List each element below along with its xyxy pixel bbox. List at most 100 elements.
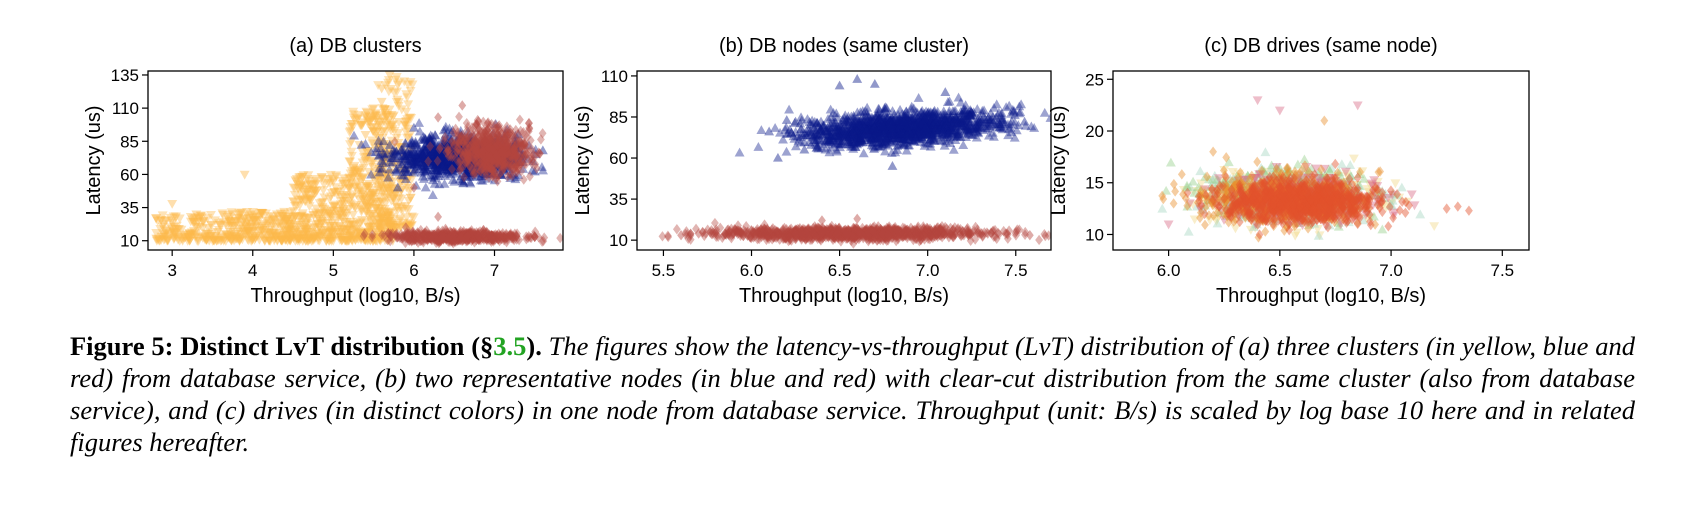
data-point bbox=[523, 153, 533, 163]
data-point bbox=[487, 166, 497, 176]
data-point bbox=[436, 148, 447, 157]
data-point bbox=[319, 211, 330, 221]
data-point bbox=[460, 148, 471, 158]
data-point bbox=[396, 204, 407, 214]
data-point bbox=[374, 150, 385, 159]
data-point bbox=[362, 197, 372, 207]
data-point bbox=[471, 152, 482, 162]
data-point bbox=[433, 149, 444, 158]
data-point bbox=[453, 147, 464, 157]
data-point bbox=[458, 177, 469, 187]
data-point bbox=[510, 156, 521, 166]
data-point bbox=[259, 229, 270, 239]
data-point bbox=[463, 144, 474, 154]
data-point bbox=[375, 219, 386, 229]
data-point bbox=[424, 132, 435, 142]
data-point bbox=[372, 182, 383, 191]
data-point bbox=[443, 157, 454, 167]
data-point bbox=[350, 183, 361, 193]
data-point bbox=[446, 149, 457, 159]
data-point bbox=[336, 228, 347, 238]
data-point bbox=[424, 136, 435, 145]
data-point bbox=[380, 170, 390, 180]
data-point bbox=[227, 210, 238, 220]
data-point bbox=[489, 137, 500, 147]
data-point bbox=[424, 152, 435, 162]
data-point bbox=[278, 215, 289, 225]
data-point bbox=[1078, 105, 1088, 114]
data-point bbox=[303, 214, 314, 224]
data-point bbox=[438, 150, 449, 160]
data-point bbox=[376, 219, 387, 228]
data-point bbox=[376, 138, 387, 147]
data-point bbox=[409, 158, 420, 167]
data-point bbox=[302, 227, 313, 237]
data-point bbox=[318, 219, 329, 229]
data-point bbox=[414, 164, 424, 173]
data-point bbox=[441, 164, 452, 173]
data-point bbox=[153, 234, 164, 244]
data-point bbox=[249, 211, 260, 221]
data-point bbox=[481, 146, 492, 156]
y-axis-label: Latency (us) bbox=[83, 105, 105, 215]
data-point bbox=[230, 230, 241, 239]
data-point bbox=[213, 219, 224, 229]
data-point bbox=[382, 193, 393, 203]
data-point bbox=[442, 166, 453, 176]
data-point bbox=[157, 211, 168, 221]
data-point bbox=[333, 187, 344, 197]
data-point bbox=[208, 236, 219, 246]
data-point bbox=[342, 225, 352, 235]
data-point bbox=[189, 218, 200, 228]
data-point bbox=[297, 211, 308, 221]
data-point bbox=[366, 221, 377, 231]
data-point bbox=[418, 158, 429, 167]
data-point bbox=[451, 144, 461, 154]
data-point bbox=[477, 150, 487, 159]
data-point bbox=[211, 236, 222, 246]
data-point bbox=[366, 115, 377, 125]
data-point bbox=[313, 229, 324, 239]
data-point bbox=[178, 230, 189, 240]
data-point bbox=[311, 210, 322, 220]
data-point bbox=[209, 236, 220, 246]
data-point bbox=[347, 235, 358, 245]
data-point bbox=[497, 138, 507, 147]
data-point bbox=[390, 189, 401, 199]
data-point bbox=[441, 160, 451, 170]
data-point bbox=[301, 225, 312, 235]
data-point bbox=[480, 147, 490, 157]
data-point bbox=[420, 158, 431, 167]
data-point bbox=[456, 159, 467, 169]
data-point bbox=[397, 149, 408, 159]
data-point bbox=[447, 125, 458, 135]
data-point bbox=[479, 157, 490, 166]
data-point bbox=[451, 158, 462, 168]
data-point bbox=[480, 149, 491, 159]
data-point bbox=[447, 149, 458, 159]
data-point bbox=[321, 235, 332, 245]
data-point bbox=[162, 236, 173, 246]
data-point bbox=[444, 141, 455, 151]
data-point bbox=[449, 151, 460, 161]
data-point bbox=[446, 127, 456, 137]
data-point bbox=[463, 158, 474, 168]
data-point bbox=[304, 233, 315, 243]
data-point bbox=[397, 177, 408, 187]
data-point bbox=[361, 202, 372, 212]
data-point bbox=[462, 147, 473, 157]
data-point bbox=[467, 137, 478, 147]
data-point bbox=[387, 237, 398, 246]
data-point bbox=[342, 191, 353, 201]
data-point bbox=[310, 220, 321, 230]
data-point bbox=[243, 229, 254, 239]
data-point bbox=[417, 171, 428, 181]
data-point bbox=[395, 214, 406, 224]
data-point bbox=[174, 214, 185, 224]
data-point bbox=[387, 150, 398, 160]
data-point bbox=[460, 146, 471, 156]
data-point bbox=[455, 153, 466, 163]
data-point bbox=[161, 216, 172, 225]
data-point bbox=[458, 145, 468, 155]
data-point bbox=[440, 124, 451, 134]
